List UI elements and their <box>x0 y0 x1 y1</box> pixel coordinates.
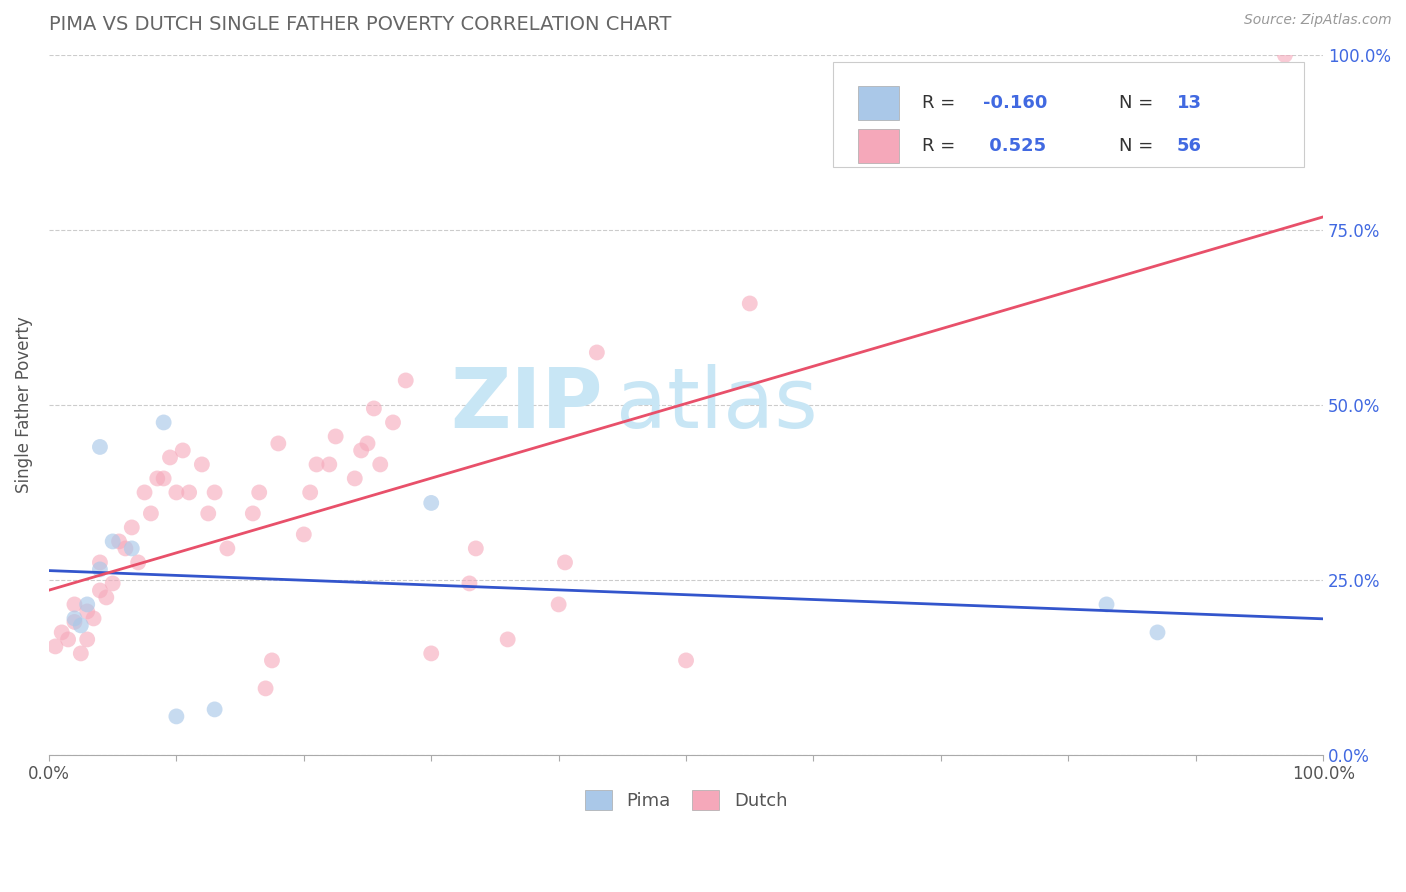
Point <box>101 534 124 549</box>
Point <box>260 653 283 667</box>
Bar <box>858 86 898 120</box>
Point <box>496 632 519 647</box>
Text: atlas: atlas <box>616 365 818 445</box>
Point <box>292 527 315 541</box>
Point <box>204 702 226 716</box>
Text: Source: ZipAtlas.com: Source: ZipAtlas.com <box>1244 13 1392 28</box>
Point <box>76 632 98 647</box>
Point <box>69 618 91 632</box>
Point <box>350 443 373 458</box>
Point <box>114 541 136 556</box>
Point <box>96 591 118 605</box>
Point <box>89 583 111 598</box>
Text: -0.160: -0.160 <box>983 94 1047 112</box>
Point <box>51 625 73 640</box>
Point <box>318 458 340 472</box>
Point <box>458 576 481 591</box>
Text: PIMA VS DUTCH SINGLE FATHER POVERTY CORRELATION CHART: PIMA VS DUTCH SINGLE FATHER POVERTY CORR… <box>49 15 671 34</box>
Point <box>363 401 385 416</box>
Point <box>738 296 761 310</box>
Point <box>1274 48 1296 62</box>
Point <box>464 541 486 556</box>
Point <box>63 611 86 625</box>
Legend: Pima, Dutch: Pima, Dutch <box>579 784 793 816</box>
Point <box>356 436 378 450</box>
Point <box>134 485 156 500</box>
Point <box>382 416 405 430</box>
Point <box>1146 625 1168 640</box>
Point <box>179 485 201 500</box>
Point <box>242 507 264 521</box>
Text: ZIP: ZIP <box>451 365 603 445</box>
Bar <box>858 129 898 162</box>
Point <box>44 640 66 654</box>
Point <box>217 541 239 556</box>
Text: 0.525: 0.525 <box>983 136 1046 155</box>
Point <box>586 345 609 359</box>
Point <box>108 534 131 549</box>
Point <box>63 598 86 612</box>
Point <box>146 471 169 485</box>
Point <box>76 598 98 612</box>
Point <box>172 443 194 458</box>
Text: N =: N = <box>1119 94 1160 112</box>
Point <box>675 653 697 667</box>
Point <box>368 458 391 472</box>
Point <box>247 485 270 500</box>
Point <box>101 576 124 591</box>
Point <box>83 611 105 625</box>
Point <box>420 496 443 510</box>
Point <box>305 458 328 472</box>
Point <box>395 374 418 388</box>
Point <box>121 520 143 534</box>
Point <box>63 615 86 629</box>
Point <box>121 541 143 556</box>
Text: R =: R = <box>922 94 960 112</box>
Text: N =: N = <box>1119 136 1160 155</box>
Y-axis label: Single Father Poverty: Single Father Poverty <box>15 317 32 493</box>
Point <box>76 604 98 618</box>
Point <box>89 556 111 570</box>
FancyBboxPatch shape <box>832 62 1303 167</box>
Text: 56: 56 <box>1177 136 1202 155</box>
Point <box>420 647 443 661</box>
Point <box>254 681 277 696</box>
Point <box>152 416 174 430</box>
Point <box>89 562 111 576</box>
Point <box>547 598 569 612</box>
Point <box>89 440 111 454</box>
Point <box>204 485 226 500</box>
Point <box>127 556 149 570</box>
Text: 13: 13 <box>1177 94 1202 112</box>
Point <box>299 485 322 500</box>
Point <box>152 471 174 485</box>
Point <box>343 471 366 485</box>
Point <box>69 647 91 661</box>
Point <box>554 556 576 570</box>
Point <box>1095 598 1118 612</box>
Point <box>56 632 79 647</box>
Point <box>165 485 187 500</box>
Point <box>325 429 347 443</box>
Point <box>159 450 181 465</box>
Point <box>267 436 290 450</box>
Point <box>191 458 214 472</box>
Point <box>139 507 162 521</box>
Point <box>165 709 187 723</box>
Text: R =: R = <box>922 136 960 155</box>
Point <box>197 507 219 521</box>
